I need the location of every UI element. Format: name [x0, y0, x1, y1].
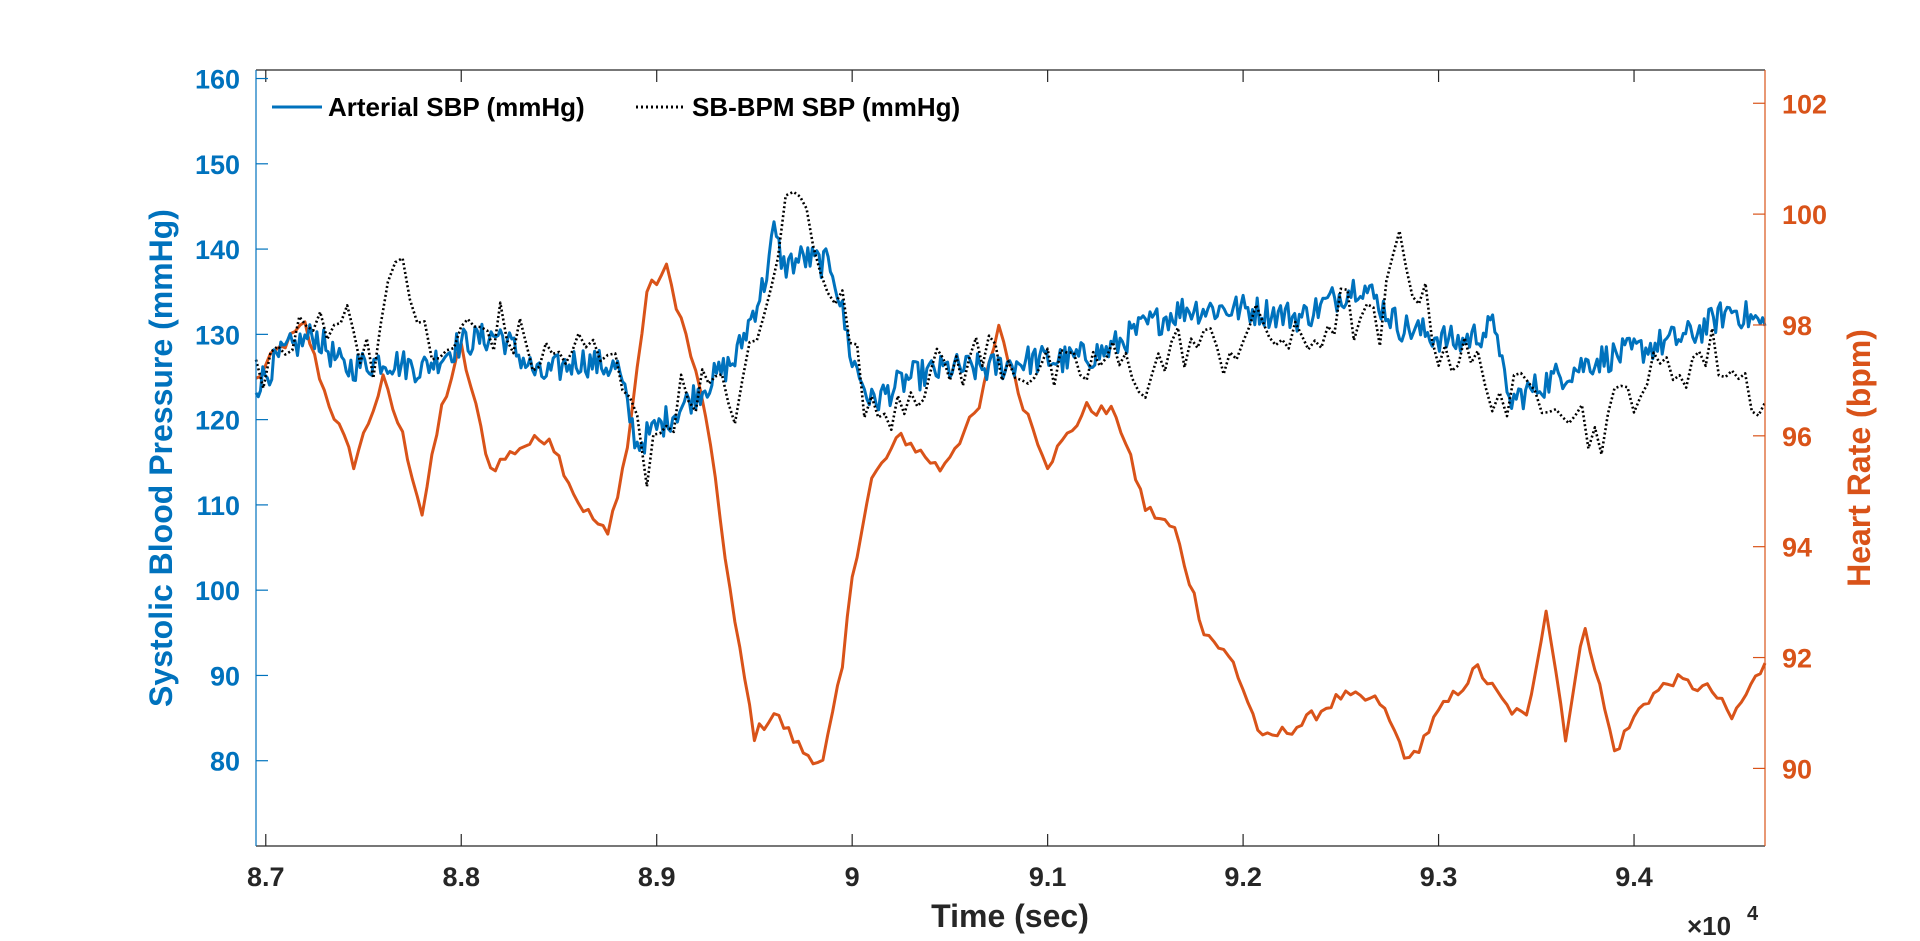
x-tick-label: 8.9 — [638, 862, 676, 892]
series-layer — [254, 190, 1767, 766]
right-y-tick-label: 102 — [1782, 89, 1827, 119]
series-line-arterial-sbp — [254, 220, 1767, 455]
right-y-tick-label: 94 — [1782, 533, 1812, 563]
right-y-tick-label: 96 — [1782, 422, 1812, 452]
left-y-tick-label: 120 — [195, 406, 240, 436]
left-y-tick-label: 110 — [196, 491, 240, 521]
x-exponent-base: ×10 — [1687, 911, 1731, 936]
x-axis-title: Time (sec) — [931, 898, 1089, 934]
left-y-tick-label: 130 — [195, 320, 240, 350]
left-y-tick-label: 100 — [195, 576, 240, 606]
legend-label-arterial: Arterial SBP (mmHg) — [328, 92, 585, 122]
legend: Arterial SBP (mmHg) SB-BPM SBP (mmHg) — [272, 92, 960, 122]
x-exponent-power: 4 — [1747, 903, 1759, 925]
x-tick-label: 9 — [845, 862, 860, 892]
plot-area — [256, 70, 1765, 846]
x-tick-label: 9.1 — [1029, 862, 1067, 892]
x-tick-label: 9.3 — [1420, 862, 1458, 892]
x-tick-label: 9.4 — [1615, 862, 1653, 892]
left-y-tick-label: 150 — [195, 150, 240, 180]
right-y-tick-label: 100 — [1782, 200, 1827, 230]
left-y-tick-label: 140 — [195, 235, 240, 265]
left-y-tick-label: 80 — [210, 747, 240, 777]
right-y-axis-title: Heart Rate (bpm) — [1841, 329, 1877, 587]
x-tick-label: 8.8 — [442, 862, 480, 892]
right-y-tick-label: 92 — [1782, 644, 1812, 674]
x-tick-label: 9.2 — [1224, 862, 1262, 892]
right-y-tick-label: 98 — [1782, 311, 1812, 341]
ticks-layer: 8.7 8.8 8.9 9 9.1 9.2 9.3 9.4 80 90 100 110 120 130 14… — [195, 65, 1827, 892]
right-y-tick-label: 90 — [1782, 754, 1812, 784]
legend-label-sbbpm: SB-BPM SBP (mmHg) — [692, 92, 960, 122]
left-y-tick-label: 90 — [210, 661, 240, 691]
left-y-axis-title: Systolic Blood Pressure (mmHg) — [143, 209, 179, 707]
left-y-tick-label: 160 — [195, 65, 240, 95]
x-tick-label: 8.7 — [247, 862, 285, 892]
series-line-sbbpm-sbp — [254, 190, 1767, 488]
